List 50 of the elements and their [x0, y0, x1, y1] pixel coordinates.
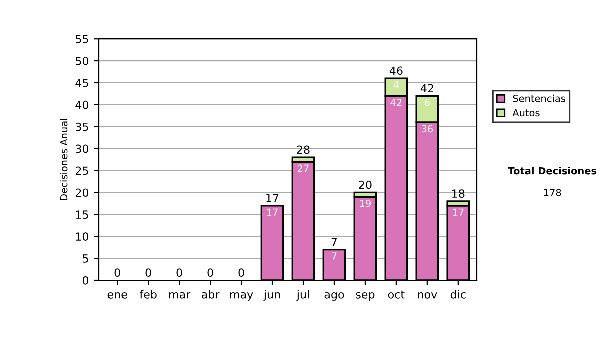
total-label: 46	[390, 66, 403, 76]
text: Total Decisiones	[508, 167, 597, 175]
x-tick-label: sep	[356, 292, 375, 301]
x-tick-label: jun	[264, 290, 280, 301]
x-tick-label: nov	[418, 292, 438, 299]
total-label: 18	[452, 190, 465, 198]
y-tick-label: 25	[76, 166, 88, 176]
y-tick-label: 0	[82, 276, 89, 285]
total-label: 28	[297, 146, 310, 154]
x-tick-label: ene	[108, 292, 128, 299]
x-tick-label: feb	[140, 290, 157, 299]
data-label: 17	[453, 208, 464, 216]
y-tick-label: 40	[76, 100, 89, 110]
data-label: 36	[422, 125, 433, 133]
total-label: 0	[176, 268, 182, 278]
y-tick-label: 15	[76, 210, 88, 220]
y-tick-label: 10	[76, 232, 89, 241]
total-label: 17	[266, 194, 279, 202]
data-label: 17	[267, 208, 278, 216]
y-tick-label: 50	[76, 57, 89, 66]
text: 178	[544, 189, 562, 196]
x-tick-label: jul	[296, 290, 310, 301]
legend-label: Sentencias	[513, 94, 566, 102]
data-label: 42	[390, 98, 402, 106]
x-tick-label: abr	[202, 290, 220, 299]
y-tick-label: 55	[76, 35, 88, 44]
data-label: 27	[298, 164, 309, 172]
y-tick-label: 20	[76, 188, 89, 198]
total-label: 0	[208, 268, 214, 278]
total-label: 0	[238, 268, 244, 278]
total-label: 42	[420, 84, 434, 93]
total-label: 0	[146, 268, 152, 278]
data-label: 4	[394, 82, 399, 89]
data-label: 6	[425, 98, 430, 106]
y-tick-label: 30	[76, 144, 89, 154]
x-tick-label: ago	[324, 292, 344, 301]
x-tick-label: may	[230, 292, 254, 301]
data-label: 19	[360, 200, 371, 208]
y-axis-title: Decisiones Anual	[60, 119, 68, 200]
x-tick-label: dic	[450, 290, 466, 299]
x-tick-label: oct	[388, 290, 405, 299]
legend-label: Autos	[512, 109, 540, 117]
data-label: 7	[332, 252, 337, 260]
total-label: 0	[114, 268, 120, 278]
total-label: 20	[359, 180, 372, 190]
x-tick-label: mar	[169, 292, 191, 299]
total-label: 7	[332, 238, 338, 246]
y-tick-label: 45	[76, 79, 88, 88]
y-tick-label: 5	[83, 254, 88, 263]
y-tick-label: 35	[76, 122, 88, 132]
